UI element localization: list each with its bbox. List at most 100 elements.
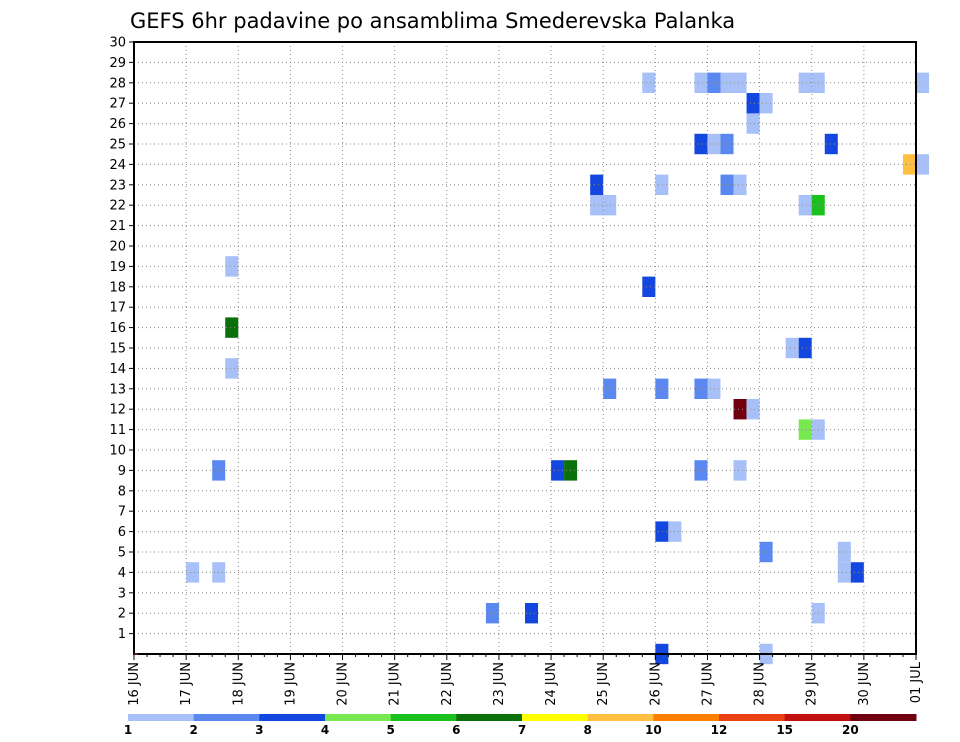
colorbar-swatch [587,714,654,721]
y-tick-label: 28 [109,76,126,91]
precip-cell-27 [694,72,708,93]
precip-cell-33 [733,460,747,481]
colorbar-swatch [325,714,392,721]
y-tick-label: 4 [118,566,126,581]
grid-lines [134,42,916,654]
colorbar-swatch [456,714,523,721]
x-tick-label: 29 JUN [805,662,820,706]
precip-cell-31 [720,174,734,195]
y-tick-label: 25 [109,138,126,153]
precip-cell-47 [798,72,812,93]
colorbar-swatch [850,714,917,721]
colorbar-label: 8 [583,723,591,737]
x-tick-label: 25 JUN [596,662,611,706]
precip-cell-42 [798,337,812,359]
precip-cell-21 [694,460,708,481]
x-tick-label: 23 JUN [492,662,507,706]
precip-cell-15 [642,72,656,93]
colorbar-label: 2 [189,723,197,737]
precip-cell-24 [694,133,708,155]
precip-cell-55 [916,154,930,175]
colorbar-swatch [522,714,589,721]
precip-cell-0 [186,562,200,583]
y-tick-label: 17 [109,301,126,316]
colorbar-label: 20 [842,723,859,737]
precip-cell-52 [837,541,851,563]
y-axis: 1234567891011121314151617181920212223242… [109,36,134,642]
precip-cell-56 [916,72,930,93]
colorbar-label: 6 [452,723,460,737]
y-tick-label: 27 [109,97,126,112]
precip-cell-20 [655,174,669,195]
y-tick-label: 5 [118,546,126,561]
precip-cell-12 [603,195,617,216]
colorbar-label: 5 [386,723,394,737]
precip-cell-45 [798,195,812,216]
x-tick-label: 24 JUN [544,662,559,706]
precip-cell-43 [798,419,812,440]
y-tick-label: 23 [109,178,126,193]
precip-cell-41 [785,337,799,359]
y-tick-label: 14 [109,362,126,377]
precip-cell-3 [225,358,239,379]
y-tick-label: 11 [109,423,126,438]
colorbar-swatch [390,714,457,721]
x-tick-label: 16 JUN [127,662,142,706]
precip-cell-22 [694,378,708,399]
x-tick-label: 21 JUN [388,662,403,706]
y-tick-label: 22 [109,199,126,214]
colorbar-label: 4 [321,723,329,737]
precip-cell-36 [746,113,760,134]
colorbar: 1 2 3 4 5 6 7 8 10 12 15 20 [124,714,917,737]
colorbar-swatch [193,714,260,721]
precip-cell-26 [720,133,734,155]
precip-cell-17 [655,521,669,542]
y-tick-label: 2 [118,607,126,622]
x-tick-label: 19 JUN [283,662,298,706]
x-axis: 16 JUN 17 JUN 18 JUN 19 JUN 20 JUN 21 JUN 22 J… [127,653,924,706]
precip-cell-6 [485,603,499,624]
precip-cell-7 [525,603,539,624]
precip-cell-54 [902,154,916,175]
y-tick-label: 6 [118,525,126,540]
y-tick-label: 9 [118,464,126,479]
x-tick-label: 01 JUL [909,661,924,703]
y-tick-label: 1 [118,627,126,642]
x-tick-label: 17 JUN [179,662,194,706]
precip-cell-10 [590,195,604,216]
precip-cell-51 [837,562,851,583]
x-tick-label: 27 JUN [700,662,715,706]
x-tick-label: 18 JUN [231,662,246,706]
y-tick-label: 7 [118,505,126,520]
x-tick-label: 22 JUN [440,662,455,706]
y-tick-label: 26 [109,117,126,132]
precip-cell-34 [733,399,747,420]
x-tick-label: 28 JUN [753,662,768,706]
y-tick-label: 3 [118,586,126,601]
precip-cell-50 [824,133,838,155]
y-tick-label: 8 [118,484,126,499]
colorbar-label: 3 [255,723,263,737]
precip-cell-4 [225,317,239,338]
precip-cell-25 [707,133,721,155]
precip-cell-8 [551,460,565,481]
y-tick-label: 21 [109,219,126,234]
colorbar-label: 7 [518,723,526,737]
precip-cell-11 [590,174,604,195]
y-tick-label: 15 [109,342,126,357]
y-tick-label: 16 [109,321,126,336]
precip-cell-30 [733,72,747,93]
colorbar-swatch [259,714,326,721]
precip-cell-19 [655,378,669,399]
colorbar-label: 10 [645,723,662,737]
colorbar-swatch [653,714,720,721]
x-tick-label: 26 JUN [648,662,663,706]
x-tick-label: 20 JUN [336,662,351,706]
y-tick-label: 24 [109,158,126,173]
colorbar-swatch [128,714,195,721]
y-tick-label: 19 [109,260,126,275]
precip-cell-13 [603,378,617,399]
y-tick-label: 18 [109,280,126,295]
colorbar-label: 12 [711,723,728,737]
